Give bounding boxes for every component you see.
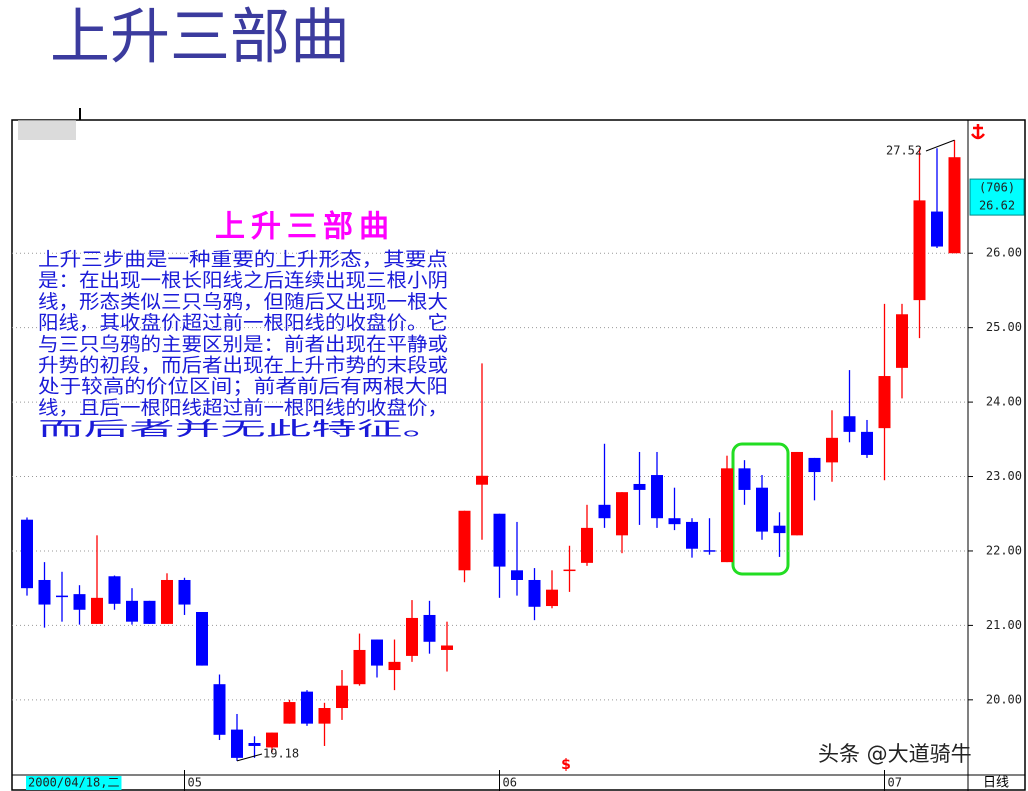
page-title: 上升三部曲 xyxy=(50,3,350,73)
candle-body xyxy=(126,600,138,622)
candle-body xyxy=(56,595,68,598)
candle-body xyxy=(231,729,243,758)
candle-body xyxy=(598,504,611,519)
candle-body xyxy=(476,475,488,485)
y-tick-label: 24.00 xyxy=(986,395,1022,409)
candle-body xyxy=(318,708,331,724)
x-tick-label: 06 xyxy=(503,776,517,790)
candle-body xyxy=(878,376,891,429)
candle-body xyxy=(353,649,366,685)
candle-body xyxy=(528,579,541,607)
candle-body xyxy=(91,597,103,624)
candle-body xyxy=(668,518,681,525)
candle-body xyxy=(861,431,873,455)
description-line: 处于较高的价位区间；前者前后有两根大阳 xyxy=(38,376,448,398)
price-count: (706) xyxy=(979,181,1015,195)
candle-body xyxy=(633,483,646,490)
x-tick-label: 05 xyxy=(188,776,202,790)
date-highlight xyxy=(26,776,122,790)
candle-body xyxy=(388,661,401,671)
candle-body xyxy=(721,468,733,563)
y-tick-label: 26.00 xyxy=(986,246,1022,260)
description-line: 与三只乌鸦的主要区别是：前者出现在平静或 xyxy=(38,333,448,355)
low-label: 19.18 xyxy=(263,747,299,761)
candle-body xyxy=(686,521,698,549)
candle-body xyxy=(826,437,838,463)
candle-body xyxy=(283,702,296,724)
price-label: 26.62 xyxy=(979,199,1015,213)
candle-body xyxy=(948,157,961,254)
y-tick-label: 23.00 xyxy=(986,469,1022,483)
candle-body xyxy=(143,600,156,624)
candle-body xyxy=(773,525,786,534)
candle-body xyxy=(21,519,33,589)
candle-body xyxy=(756,487,768,532)
description-line: 线，且后一根阳线超过前一根阳线的收盘价， xyxy=(38,397,448,419)
candle-body xyxy=(581,527,593,563)
watermark: 头条 @大道骑牛 xyxy=(818,742,972,766)
candle-body xyxy=(441,645,453,650)
candle-body xyxy=(423,614,436,642)
description-line: 升势的初段，而后者出现在上升市势的末段或 xyxy=(38,355,448,377)
candle-body xyxy=(913,200,926,301)
candle-body xyxy=(301,691,313,724)
description-line: 上升三步曲是一种重要的上升形态，其要点 xyxy=(38,249,448,271)
candle-body xyxy=(896,314,908,368)
description-line: 线，形态类似三只乌鸦，但随后又出现一根大 xyxy=(38,291,448,313)
candle-body xyxy=(213,684,226,735)
candle-body xyxy=(546,589,558,607)
price-box xyxy=(969,178,1025,216)
candle-body xyxy=(843,416,856,432)
candle-body xyxy=(248,742,261,746)
candle-body xyxy=(703,550,716,552)
description-line: 是：在出现一根长阳线之后连续出现三根小阴 xyxy=(38,270,448,292)
candle-body xyxy=(108,576,121,604)
high-label: 27.52 xyxy=(886,144,922,158)
candle-body xyxy=(808,457,821,473)
candle-body xyxy=(563,569,576,572)
x-tick-label: 07 xyxy=(888,776,902,790)
candle-body xyxy=(791,451,803,536)
candle-body xyxy=(266,732,278,748)
anchor-icon xyxy=(971,124,985,140)
candle-body xyxy=(493,513,506,567)
candle-body xyxy=(406,617,418,656)
inner-title: 上升三部曲 xyxy=(215,210,395,245)
period-label: 日线 xyxy=(983,776,1009,791)
candle-body xyxy=(336,685,348,709)
x-tick-label: 2000/04/18,二 xyxy=(28,776,119,790)
candle-body xyxy=(458,510,471,571)
candle-body xyxy=(371,639,383,666)
candle-body xyxy=(651,475,663,519)
candle-body xyxy=(73,594,86,610)
candle-body xyxy=(738,468,751,490)
candle-body xyxy=(196,611,208,666)
candle-body xyxy=(511,570,523,580)
candle-body xyxy=(616,492,628,536)
y-tick-label: 20.00 xyxy=(986,692,1022,706)
description-line: 而后者并无此特征。 xyxy=(38,418,448,440)
high-leader xyxy=(925,139,955,152)
candle-body xyxy=(38,579,51,605)
blur-patch xyxy=(18,120,76,140)
chart-frame xyxy=(11,119,1026,791)
y-tick-label: 22.00 xyxy=(986,543,1022,557)
candle-body xyxy=(931,211,943,247)
y-tick-label: 25.00 xyxy=(986,320,1022,334)
candle-body xyxy=(161,579,173,624)
y-tick-label: 21.00 xyxy=(986,618,1022,632)
candle-body xyxy=(178,579,191,605)
description-line: 阳线，其收盘价超过前一根阳线的收盘价。它 xyxy=(38,312,448,334)
event-marker: $ xyxy=(561,757,571,773)
low-leader xyxy=(236,753,263,762)
